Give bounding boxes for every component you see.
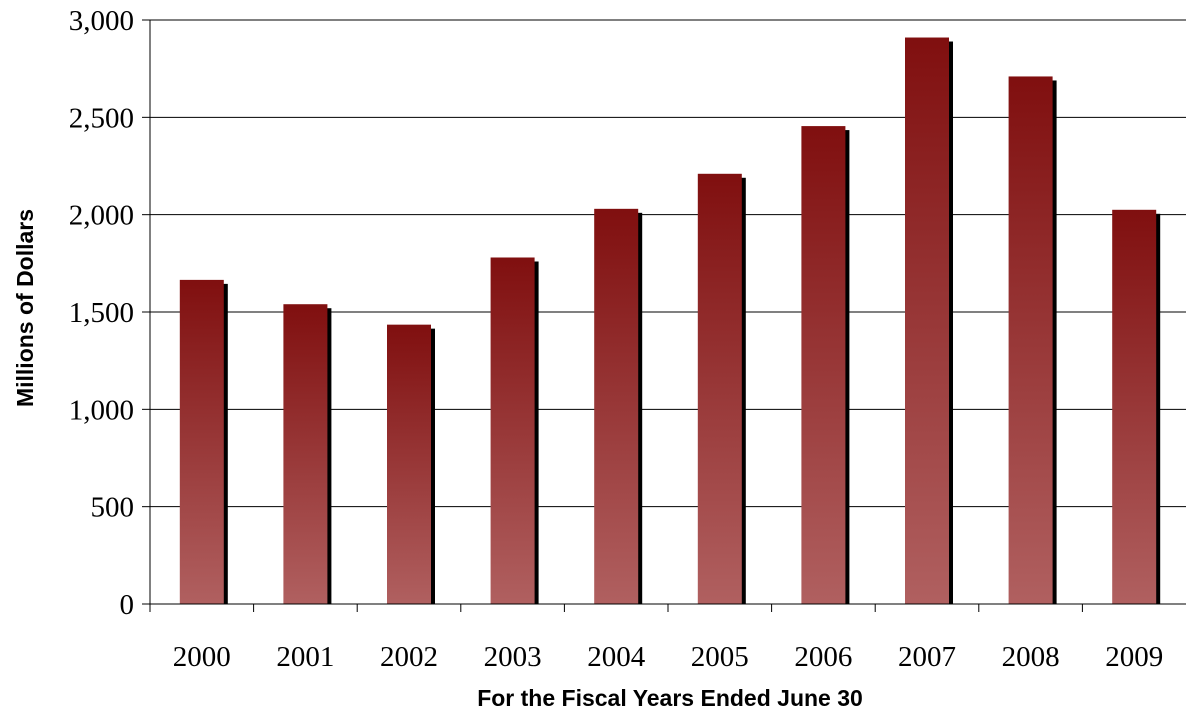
y-tick-label: 2,000: [69, 200, 134, 232]
x-tick-labels: 2000 2001 2002 2003 2004 2005 2006 2007 2008 2009: [173, 641, 1163, 673]
x-tick-label: 2003: [484, 641, 542, 673]
bars: [179, 37, 1157, 605]
bar-2005: [697, 173, 742, 604]
y-tick-label: 3,000: [69, 5, 134, 37]
x-tick-label: 2005: [691, 641, 749, 673]
y-axis-title: Millions of Dollars: [12, 209, 38, 407]
bar-2000: [179, 279, 224, 604]
y-tick-labels: 0 500 1,000 1,500 2,000 2,500 3,000: [69, 5, 134, 621]
bar-2009: [1112, 209, 1157, 605]
x-tick-label: 2007: [898, 641, 956, 673]
x-tick-label: 2002: [380, 641, 438, 673]
bar-2003: [490, 257, 535, 604]
bar-2006: [801, 126, 846, 605]
y-tick-label: 1,000: [69, 394, 134, 426]
bar-2008: [1008, 76, 1053, 605]
x-tick-label: 2004: [587, 641, 646, 673]
x-tick-label: 2000: [173, 641, 231, 673]
bar-2002: [387, 324, 431, 604]
axes: [149, 20, 1186, 612]
y-tick-label: 500: [91, 492, 135, 524]
x-tick-label: 2008: [1002, 641, 1060, 673]
y-tick-label: 0: [120, 589, 135, 621]
x-axis-title: For the Fiscal Years Ended June 30: [477, 685, 863, 711]
bar-2001: [283, 304, 328, 604]
y-tick-label: 2,500: [69, 102, 134, 134]
x-tick-label: 2006: [794, 641, 852, 673]
y-tick-label: 1,500: [69, 297, 134, 329]
bar-2007: [905, 37, 949, 604]
bar-2004: [594, 208, 639, 604]
x-tick-label: 2009: [1105, 641, 1163, 673]
x-tick-label: 2001: [276, 641, 334, 673]
